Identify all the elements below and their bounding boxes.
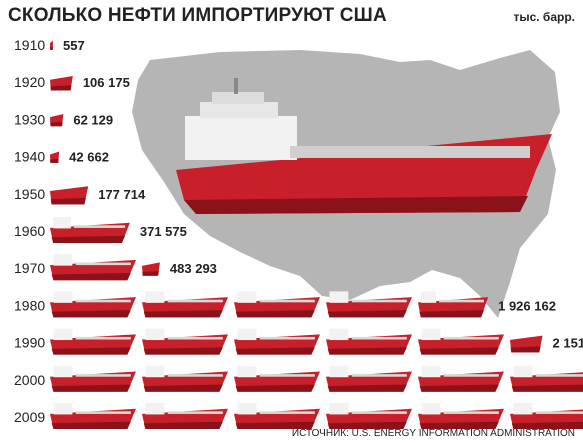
ship-icon: [326, 403, 412, 429]
chart-title: СКОЛЬКО НЕФТИ ИМПОРТИРУЮТ США: [8, 5, 387, 26]
ship-icon: [142, 328, 228, 355]
ship-icon: [418, 328, 504, 355]
year-label-1970: 1970: [14, 260, 45, 276]
bars: [50, 40, 583, 429]
value-label-1910: 557: [63, 38, 85, 53]
ship-icon: [142, 365, 228, 392]
ship-icon: [50, 217, 130, 243]
value-labels: 557 106 175 62 129 42 662 177 714 371 575 483 …: [63, 38, 583, 351]
year-label-1940: 1940: [14, 149, 45, 165]
ship-icon: [234, 403, 320, 429]
ship-icon: [50, 186, 89, 205]
ship-icon: [142, 403, 228, 429]
year-label-1990: 1990: [14, 335, 45, 351]
ship-icon: [510, 365, 583, 392]
ship-icon: [50, 365, 136, 392]
value-label-1930: 62 129: [73, 112, 113, 127]
bar-1920: [50, 75, 73, 91]
ship-icon: [326, 328, 412, 355]
bar-1990: [50, 328, 543, 355]
ship-icon: [418, 403, 504, 429]
year-label-1920: 1920: [14, 74, 45, 90]
bar-1960: [50, 217, 130, 243]
bar-1970: [50, 254, 160, 281]
value-label-1960: 371 575: [140, 224, 187, 239]
year-label-1960: 1960: [14, 223, 45, 239]
ship-icon: [50, 113, 64, 127]
ship-icon: [234, 291, 320, 318]
bar-2009: [50, 403, 583, 429]
ship-icon: [510, 335, 543, 353]
ship-icon: [50, 328, 136, 355]
value-label-1940: 42 662: [69, 150, 109, 165]
year-label-1950: 1950: [14, 186, 45, 202]
value-label-1980: 1 926 162: [498, 298, 556, 313]
year-label-1980: 1980: [14, 297, 45, 313]
ship-icon: [142, 262, 160, 276]
ship-icon: [418, 291, 489, 318]
ship-icon: [326, 291, 412, 318]
ship-icon: [142, 291, 228, 318]
ship-icon: [234, 365, 320, 392]
bar-1980: [50, 291, 489, 318]
ship-icon: [50, 291, 136, 318]
year-label-2000: 2000: [14, 372, 45, 388]
unit-label: тыс. барр.: [513, 10, 575, 24]
year-label-1910: 1910: [14, 37, 45, 53]
bar-1940: [50, 151, 60, 163]
value-label-1970: 483 293: [170, 261, 217, 276]
year-labels: 1910 1920 1930 1940 1950 1960 1970 1980 1990 2000…: [14, 37, 45, 425]
source-note: ИСТОЧНИК: U.S. ENERGY INFORMATION ADMINI…: [291, 428, 575, 439]
bar-1910: [50, 40, 53, 50]
bar-2000: [50, 365, 583, 392]
year-label-1930: 1930: [14, 111, 45, 127]
ship-icon: [50, 75, 73, 91]
ship-icon: [234, 328, 320, 355]
value-label-1920: 106 175: [83, 75, 130, 90]
ship-icon: [326, 365, 412, 392]
value-label-1990: 2 151 387: [553, 336, 583, 351]
year-label-2009: 2009: [14, 409, 45, 425]
bar-1950: [50, 186, 89, 205]
value-label-1950: 177 714: [98, 187, 146, 202]
ship-icon: [50, 151, 60, 163]
ship-icon: [50, 403, 136, 429]
bar-1930: [50, 113, 64, 127]
tanker-illustration: [176, 78, 552, 214]
ship-icon: [510, 403, 583, 429]
ship-icon: [418, 365, 504, 392]
ship-icon: [50, 40, 53, 50]
ship-icon: [50, 254, 136, 281]
